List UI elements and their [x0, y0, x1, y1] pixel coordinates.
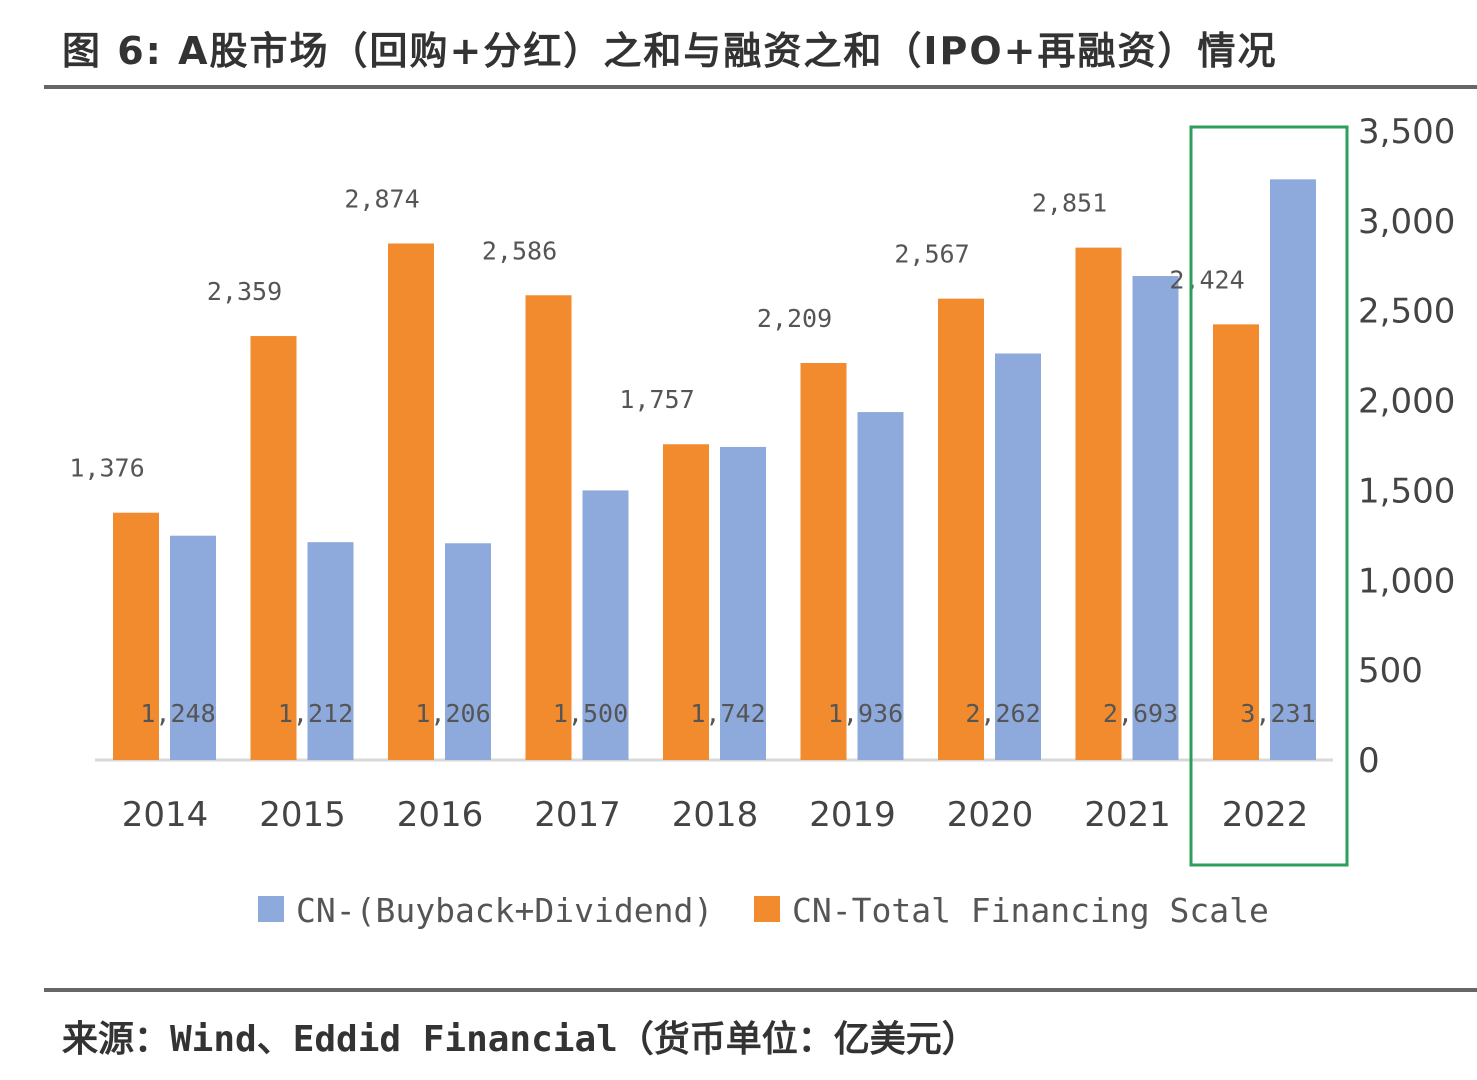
- financing-bar: [663, 444, 709, 760]
- financing-data-label: 1,376: [69, 454, 144, 483]
- financing-bar: [525, 295, 572, 760]
- financing-data-label: 2,567: [894, 240, 969, 269]
- legend-swatch-financing: [754, 896, 780, 922]
- x-tick-label: 2020: [947, 795, 1034, 835]
- financing-data-label: 2,424: [1169, 265, 1244, 294]
- y-tick-label: 1,500: [1358, 471, 1455, 511]
- buyback-dividend-bar: [1270, 179, 1316, 760]
- x-tick-label: 2018: [672, 795, 759, 835]
- figure-title: 图 6: A股市场（回购+分红）之和与融资之和（IPO+再融资）情况: [62, 29, 1278, 73]
- buyback-dividend-bar: [445, 543, 491, 760]
- bottom-rule: [44, 988, 1477, 992]
- y-tick-label: 2,500: [1358, 292, 1455, 332]
- x-tick-label: 2019: [809, 795, 896, 835]
- financing-bar: [113, 512, 159, 760]
- top-rule: [44, 85, 1477, 89]
- x-tick-label: 2016: [397, 795, 484, 835]
- financing-bar: [250, 336, 297, 760]
- financing-bar: [1075, 247, 1122, 760]
- y-tick-label: 3,500: [1358, 112, 1455, 152]
- buyback-dividend-data-label: 1,500: [553, 699, 628, 728]
- financing-data-label: 2,209: [757, 304, 832, 333]
- financing-bar: [1213, 324, 1259, 760]
- financing-data-label: 2,359: [207, 277, 282, 306]
- x-tick-label: 2021: [1084, 795, 1171, 835]
- buyback-dividend-bar: [995, 353, 1041, 760]
- financing-bar: [388, 243, 434, 760]
- y-tick-label: 1,000: [1358, 561, 1455, 601]
- buyback-dividend-bar: [582, 490, 629, 760]
- y-tick-label: 2,000: [1358, 382, 1455, 422]
- buyback-dividend-bar: [307, 542, 354, 760]
- buyback-dividend-data-label: 2,262: [965, 699, 1040, 728]
- x-tick-label: 2017: [534, 795, 621, 835]
- buyback-dividend-data-label: 1,936: [828, 699, 903, 728]
- legend-label-buyback-dividend: CN-(Buyback+Dividend): [296, 891, 713, 930]
- buyback-dividend-data-label: 2,693: [1103, 699, 1178, 728]
- financing-bar: [938, 298, 984, 760]
- y-tick-label: 3,000: [1358, 202, 1455, 242]
- buyback-dividend-bar: [720, 446, 766, 760]
- buyback-dividend-bar: [1132, 276, 1179, 760]
- financing-data-label: 1,757: [619, 385, 694, 414]
- financing-data-label: 2,586: [482, 236, 557, 265]
- legend-swatch-buyback-dividend: [258, 896, 284, 922]
- buyback-dividend-data-label: 1,742: [690, 699, 765, 728]
- x-tick-label: 2022: [1222, 795, 1309, 835]
- y-tick-label: 0: [1358, 741, 1380, 781]
- legend-label-financing: CN-Total Financing Scale: [792, 891, 1269, 930]
- buyback-dividend-data-label: 1,248: [140, 699, 215, 728]
- financing-data-label: 2,874: [344, 185, 419, 214]
- buyback-dividend-bar: [857, 412, 904, 760]
- buyback-dividend-data-label: 1,206: [415, 699, 490, 728]
- financing-data-label: 2,851: [1032, 189, 1107, 218]
- buyback-dividend-bar: [170, 535, 216, 760]
- financing-bar: [800, 363, 847, 760]
- buyback-dividend-data-label: 1,212: [278, 699, 353, 728]
- x-tick-label: 2015: [259, 795, 346, 835]
- buyback-dividend-data-label: 3,231: [1240, 699, 1315, 728]
- source-note: 来源：Wind、Eddid Financial（货币单位：亿美元）: [62, 1019, 978, 1060]
- y-tick-label: 500: [1358, 651, 1423, 691]
- x-tick-label: 2014: [122, 795, 209, 835]
- highlight-box-2022: [1189, 125, 1349, 867]
